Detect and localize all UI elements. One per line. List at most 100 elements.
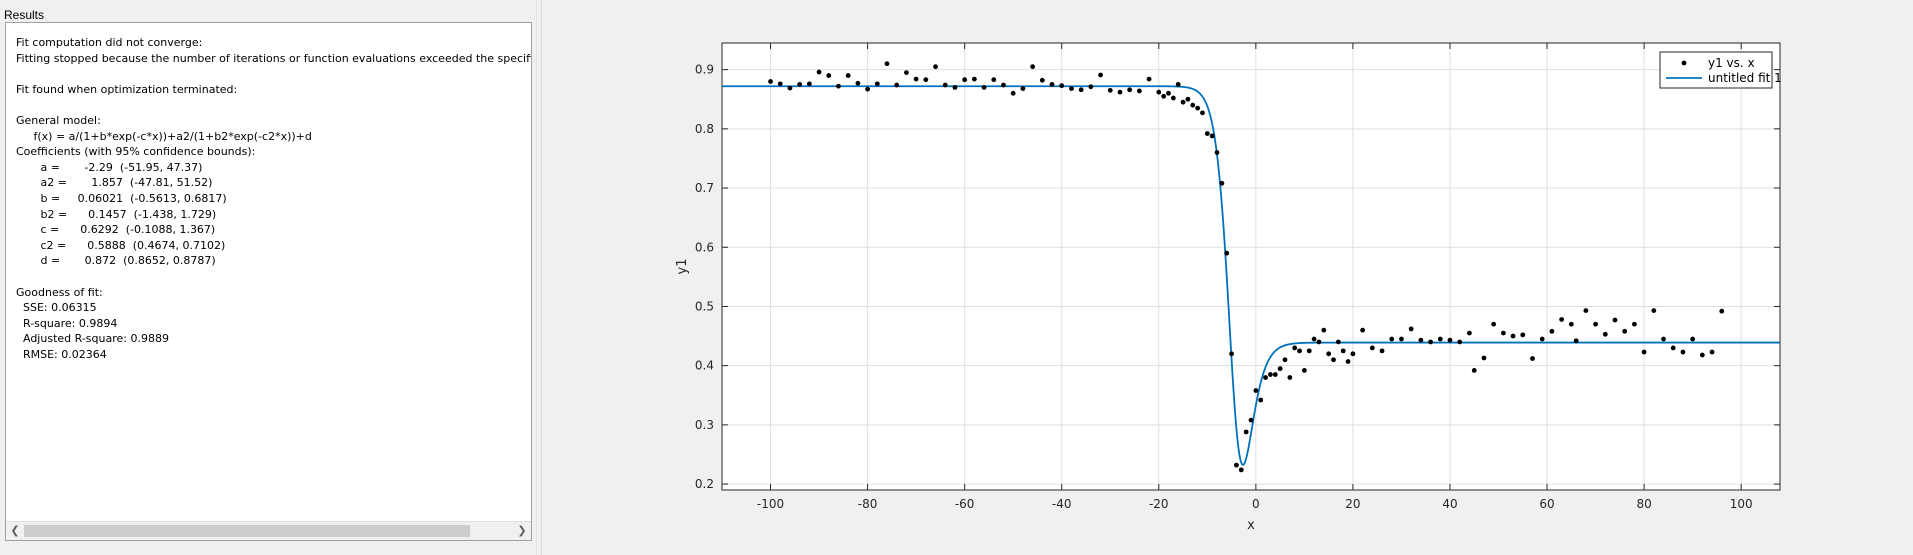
data-point — [952, 85, 958, 90]
data-point — [1593, 321, 1598, 327]
fit-plot[interactable]: -100 -80 -60 -40 -20 0 20 40 60 80 100 0.2 0.3 0.4 0.5… — [542, 0, 1913, 555]
data-point — [1612, 317, 1618, 323]
legend-label-fit: untitled fit 1 — [1708, 71, 1782, 85]
data-point — [1117, 89, 1123, 95]
data-point — [1175, 82, 1181, 87]
data-point — [1277, 366, 1283, 372]
data-point — [1248, 417, 1254, 423]
data-point — [1651, 308, 1657, 314]
x-tick-label: 60 — [1539, 497, 1554, 511]
x-tick-label: -20 — [1149, 497, 1169, 511]
data-point — [1078, 87, 1084, 93]
data-point — [1457, 339, 1463, 345]
results-line — [16, 97, 531, 113]
results-line: Fitting stopped because the number of it… — [16, 51, 531, 65]
data-point — [1680, 349, 1686, 355]
x-tick-label: -100 — [757, 497, 784, 511]
arrow-right-icon[interactable]: ❯ — [517, 524, 527, 537]
data-point — [1185, 96, 1191, 102]
results-line: Goodness of fit: — [16, 285, 103, 299]
data-point — [1195, 105, 1201, 111]
x-tick-label: 0 — [1252, 497, 1260, 511]
data-point — [1690, 336, 1696, 342]
data-layer — [722, 61, 1780, 473]
data-point — [768, 79, 773, 84]
data-point — [1258, 397, 1264, 403]
x-tick-label: 80 — [1636, 497, 1651, 511]
results-line: c2 = 0.5888 (0.4674, 0.7102) — [16, 238, 226, 252]
legend-box[interactable] — [1659, 51, 1773, 89]
data-point — [1661, 336, 1666, 342]
data-point — [1161, 93, 1167, 99]
results-line: General model: — [16, 113, 101, 127]
data-point — [1306, 348, 1312, 354]
data-point — [1573, 338, 1579, 344]
data-point — [1331, 357, 1336, 363]
data-point — [1292, 345, 1298, 351]
data-point — [797, 82, 803, 87]
results-line — [16, 66, 531, 82]
scrollbar-thumb[interactable] — [24, 525, 470, 537]
plot-area — [722, 43, 1780, 490]
data-point — [1190, 102, 1196, 108]
data-point — [1059, 83, 1065, 89]
panel-splitter[interactable] — [536, 0, 542, 555]
data-point — [904, 70, 909, 76]
data-point — [1399, 336, 1404, 342]
data-point — [1559, 317, 1565, 322]
data-point — [1632, 321, 1637, 327]
data-point — [1316, 339, 1322, 345]
horizontal-scrollbar[interactable]: ❮ ❯ — [6, 521, 531, 540]
data-point — [962, 77, 968, 83]
y-tick-label: 0.5 — [695, 299, 714, 313]
arrow-left-icon[interactable]: ❮ — [10, 524, 20, 537]
data-point — [806, 81, 812, 87]
data-point — [1098, 72, 1103, 78]
y-axis-label: y1 — [675, 259, 690, 275]
results-line: a2 = 1.857 (-47.81, 51.52) — [16, 176, 213, 190]
data-point — [1001, 82, 1006, 88]
data-point — [1020, 86, 1026, 91]
data-point — [1088, 84, 1094, 90]
x-tick-label: 100 — [1730, 497, 1753, 511]
results-line: Adjusted R-square: 0.9889 — [16, 332, 169, 346]
data-point — [1253, 388, 1259, 393]
data-point — [777, 81, 783, 87]
data-point — [1471, 368, 1477, 373]
data-point — [816, 69, 822, 75]
data-point — [1510, 333, 1516, 339]
data-point — [1243, 429, 1249, 435]
data-point — [1481, 355, 1487, 361]
data-point — [1180, 99, 1186, 105]
data-point — [1010, 90, 1016, 96]
y-tick-label: 0.3 — [695, 418, 714, 432]
data-point — [1268, 372, 1273, 377]
data-point — [942, 82, 948, 88]
data-point — [1539, 336, 1545, 342]
data-point — [1418, 337, 1424, 343]
data-point — [1321, 327, 1327, 333]
data-point — [913, 76, 919, 82]
data-point — [1622, 328, 1628, 334]
data-point — [923, 77, 929, 83]
results-line: Fit found when optimization terminated: — [16, 82, 238, 96]
data-point — [1049, 82, 1055, 87]
data-point — [1146, 76, 1152, 82]
data-point — [836, 83, 841, 89]
data-point — [1311, 336, 1317, 342]
data-point — [1583, 308, 1589, 314]
results-line — [16, 269, 531, 285]
x-tick-label: 20 — [1345, 497, 1360, 511]
data-point — [933, 64, 938, 70]
data-point — [874, 81, 880, 87]
data-point — [1428, 339, 1433, 345]
data-point — [981, 85, 987, 90]
data-point — [1641, 349, 1647, 355]
data-point — [1263, 375, 1268, 380]
data-point — [1709, 349, 1715, 355]
results-text-box[interactable]: Fit computation did not converge: Fitting… — [5, 22, 532, 541]
results-line: d = 0.872 (0.8652, 0.8787) — [16, 254, 216, 268]
x-axis-label: x — [1247, 518, 1255, 533]
results-line: R-square: 0.9894 — [16, 316, 118, 330]
